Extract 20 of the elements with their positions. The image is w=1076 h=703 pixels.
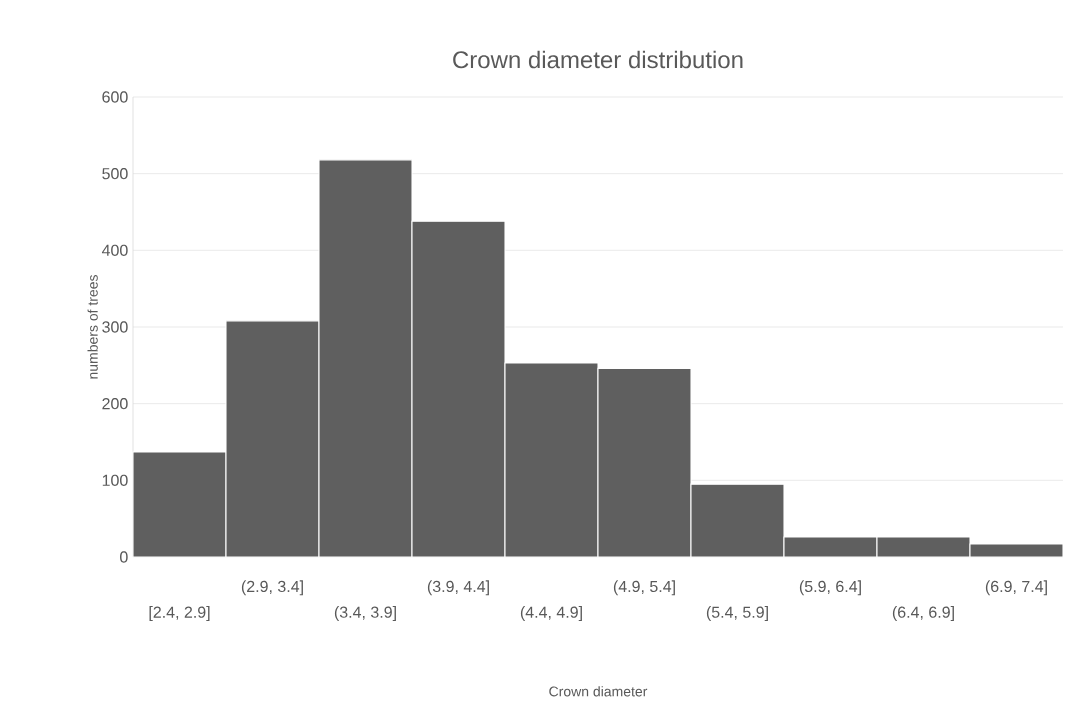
x-tick-label: (4.9, 5.4] <box>613 580 675 596</box>
y-tick-label: 500 <box>102 168 128 180</box>
x-tick-label: (5.4, 5.9] <box>706 606 768 622</box>
y-tick-label: 400 <box>101 244 128 256</box>
y-tick-label: 100 <box>102 474 128 486</box>
y-tick-label: 300 <box>102 321 128 333</box>
y-tick-label: 0 <box>120 551 128 563</box>
x-tick-label: [2.4, 2.9] <box>149 606 210 622</box>
x-tick-label: (6.4, 6.9] <box>892 606 954 622</box>
x-axis-title: Crown diameter <box>549 686 648 697</box>
x-tick-label: (2.9, 3.4] <box>241 580 303 596</box>
x-tick-label: (3.9, 4.4] <box>427 580 489 596</box>
x-tick-label: (3.4, 3.9] <box>334 606 396 622</box>
chart-title: Crown diameter distribution <box>453 50 743 69</box>
y-tick-label: 200 <box>102 398 128 410</box>
x-tick-label: (5.9, 6.4] <box>799 580 861 596</box>
y-tick-label: 600 <box>102 91 128 103</box>
x-tick-label: (4.4, 4.9] <box>520 606 582 622</box>
y-axis-title: numbers of trees <box>87 275 98 379</box>
x-tick-label: (6.9, 7.4] <box>985 580 1047 596</box>
